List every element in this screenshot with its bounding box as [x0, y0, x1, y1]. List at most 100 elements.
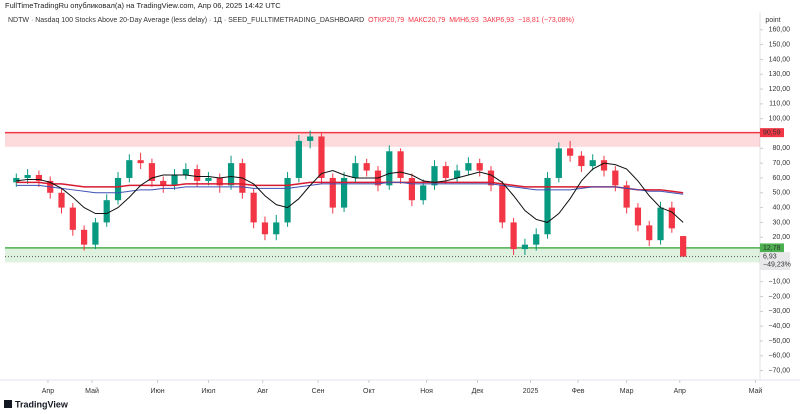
candle-body	[261, 222, 269, 235]
candle-body	[668, 207, 675, 229]
x-tick-label: Ноя	[420, 388, 433, 395]
y-tick-label: 70,00	[772, 160, 790, 167]
x-tick-label: Апр	[674, 388, 686, 395]
y-tick-label: 60,00	[772, 175, 790, 182]
candle-body	[284, 177, 291, 223]
candle-body	[307, 136, 314, 141]
title: NDTW · Nasdaq 100 Stocks Above 20-Day Av…	[8, 17, 364, 24]
candle-body	[397, 151, 404, 178]
candle-body	[634, 207, 642, 226]
moving-average	[16, 181, 684, 194]
price-label: 6,93	[763, 253, 777, 260]
candle-body	[58, 192, 65, 208]
candle-body	[114, 177, 122, 201]
axis-unit: point	[765, 17, 780, 24]
price-badge	[760, 128, 784, 138]
x-tick-label: Апр	[42, 388, 54, 395]
zone	[5, 132, 760, 147]
candle-body	[510, 222, 517, 250]
candle-body	[386, 151, 393, 186]
ohlc: ЗАКР6,93	[483, 17, 514, 24]
candle-body	[646, 225, 653, 241]
logo: TradingView	[15, 399, 69, 409]
candle-body	[227, 163, 235, 186]
y-tick-label: 20,00	[772, 234, 790, 241]
candle-body	[216, 177, 223, 186]
candle-body	[13, 177, 20, 183]
price-badge	[760, 252, 790, 271]
y-tick-label: 50,00	[772, 190, 790, 197]
candle-body	[567, 148, 574, 156]
x-tick-label: 2025	[523, 388, 539, 395]
chart-title: NDTW · Nasdaq 100 Stocks Above 20-Day Av…	[8, 17, 574, 24]
x-tick-label: Мар	[620, 388, 634, 395]
price-label: 90,59	[763, 129, 781, 136]
y-tick-label: 40,00	[772, 204, 790, 211]
candle-body	[103, 200, 110, 223]
candle-body	[148, 163, 156, 181]
candle-body	[24, 174, 31, 178]
candle-body	[578, 155, 585, 167]
candle-body	[555, 148, 562, 178]
candle-body	[35, 174, 43, 181]
candle-body	[329, 177, 336, 208]
y-tick-label: 160,00	[769, 27, 791, 34]
x-tick-label: Май	[749, 387, 763, 395]
candle-body	[612, 170, 619, 186]
candle-body	[600, 160, 608, 171]
header: FullTimeTradingRu опубликовал(а) на Trad…	[5, 1, 281, 10]
y-tick-label: 30,00	[772, 219, 790, 226]
y-tick-label: 140,00	[769, 56, 791, 63]
y-tick-label: 150,00	[769, 41, 791, 48]
candle-body	[408, 177, 415, 201]
y-tick-label: −10,00	[768, 279, 790, 286]
candle-body	[544, 177, 551, 235]
candle-body	[205, 177, 212, 181]
change-label: −49,23%	[763, 261, 791, 268]
y-tick-label: 100,00	[769, 116, 791, 123]
y-tick-label: −70,00	[768, 367, 790, 374]
candle-body	[352, 163, 359, 178]
candle-body	[340, 177, 348, 208]
candle-body	[171, 174, 178, 186]
candle-body	[476, 163, 483, 171]
candle-body	[69, 207, 76, 230]
candle-body	[589, 160, 596, 167]
y-tick-label: −20,00	[768, 293, 790, 300]
candle-body	[442, 166, 449, 178]
ohlc: МИН6,93	[449, 17, 479, 24]
y-tick-label: −60,00	[768, 353, 790, 360]
x-tick-label: Фев	[572, 388, 585, 395]
candle-body	[182, 169, 189, 175]
ohlc: МАКС20,79	[408, 17, 445, 24]
candle-body	[680, 236, 687, 257]
candle-body	[250, 192, 257, 223]
y-tick-label: −50,00	[768, 338, 790, 345]
candle-body	[453, 170, 461, 178]
zone	[5, 247, 760, 263]
x-tick-label: Июн	[151, 388, 165, 395]
candle-body	[521, 244, 529, 250]
x-tick-label: Май	[85, 387, 99, 395]
y-tick-label: 80,00	[772, 145, 790, 152]
candle-body	[126, 160, 133, 178]
x-tick-label: Дек	[472, 388, 485, 395]
candle-body	[194, 169, 201, 181]
x-tick-label: Июл	[201, 388, 215, 395]
candle-body	[92, 222, 99, 245]
y-tick-label: −30,00	[768, 308, 790, 315]
x-tick-label: Авг	[257, 388, 268, 395]
candle-body	[487, 170, 495, 186]
price-badge	[760, 243, 784, 253]
candle-body	[137, 160, 144, 164]
candle-body	[420, 185, 427, 201]
x-tick-label: Сен	[312, 388, 325, 395]
moving-average	[16, 181, 684, 195]
candle-body	[363, 163, 370, 171]
y-tick-label: 130,00	[769, 71, 791, 78]
y-tick-label: 120,00	[769, 86, 791, 93]
candle-body	[533, 234, 540, 245]
candle-body	[295, 140, 302, 178]
y-tick-label: 110,00	[769, 101, 790, 108]
